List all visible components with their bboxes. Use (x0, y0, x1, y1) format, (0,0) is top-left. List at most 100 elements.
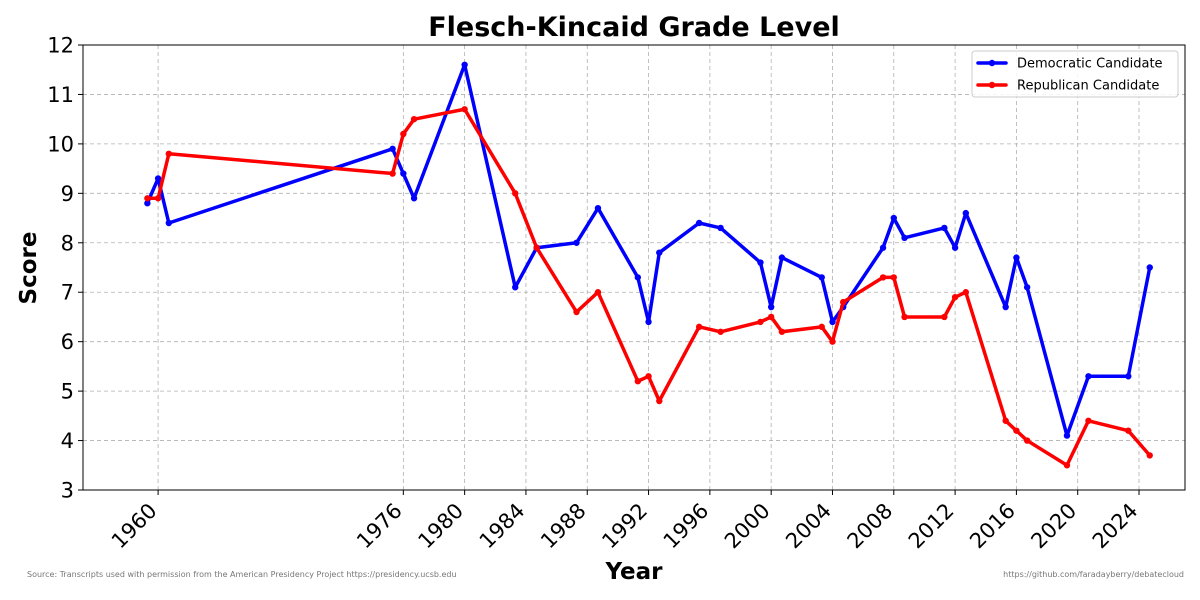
legend-box (971, 50, 1179, 98)
republican-candidate-point (890, 274, 897, 281)
x-tick-label: 1980 (413, 499, 468, 554)
republican-candidate-point (645, 373, 652, 380)
chart-title: Flesch-Kincaid Grade Level (428, 12, 840, 43)
republican-candidate-point (656, 397, 663, 405)
y-tick-label: 4 (61, 429, 74, 453)
x-tick-label: 2024 (1088, 499, 1143, 554)
republican-candidate-point (165, 150, 173, 157)
republican-candidate-point (1146, 452, 1153, 459)
democratic-candidate-point (144, 200, 151, 207)
democratic-candidate-point (695, 219, 703, 227)
republican-candidate-point (1023, 437, 1031, 444)
y-tick-label: 8 (61, 231, 74, 255)
democratic-candidate-point (1125, 373, 1132, 380)
repo-link[interactable]: https://github.com/faradayberry/debatecl… (1003, 570, 1184, 579)
x-tick-label: 2008 (843, 499, 898, 554)
legend-marker-democratic-candidate (988, 59, 996, 67)
democratic-candidate-point (829, 318, 836, 326)
democratic-candidate-point (1085, 373, 1092, 380)
democratic-candidate-point (645, 318, 652, 326)
democratic-candidate-point (1063, 432, 1071, 439)
democratic-candidate-point (634, 274, 642, 281)
republican-candidate-point (512, 190, 519, 197)
y-tick-label: 11 (47, 83, 74, 107)
x-tick-label: 2012 (904, 499, 959, 554)
republican-candidate-point (1013, 427, 1020, 434)
y-tick-label: 9 (61, 182, 74, 206)
republican-candidate-point (154, 195, 162, 202)
legend-marker-republican-candidate (988, 81, 996, 89)
republican-candidate-point (757, 318, 764, 326)
republican-candidate-point (594, 289, 602, 296)
y-tick-label: 7 (61, 281, 74, 305)
x-tick-label: 1992 (597, 499, 652, 554)
democratic-candidate-point (594, 204, 602, 212)
democratic-candidate-point (1146, 264, 1153, 271)
democratic-candidate-point (389, 145, 396, 153)
x-tick-label: 2000 (720, 499, 775, 554)
democratic-candidate-point (757, 259, 764, 266)
democratic-candidate-point (951, 244, 959, 251)
republican-candidate-point (1002, 417, 1009, 424)
democratic-candidate-point (962, 209, 970, 217)
republican-candidate-point (410, 115, 418, 123)
y-tick-label: 10 (47, 132, 74, 156)
y-tick-label: 6 (61, 330, 74, 354)
democratic-candidate-point (901, 234, 908, 242)
republican-candidate-point (717, 328, 724, 335)
republican-candidate-point (879, 274, 887, 281)
democratic-candidate-point (879, 244, 887, 251)
y-axis-label: Score (16, 232, 42, 305)
democratic-candidate-point (941, 224, 948, 232)
source-note: Source: Transcripts used with permission… (27, 570, 457, 579)
democratic-candidate-point (656, 249, 663, 256)
republican-candidate-point (1125, 427, 1132, 434)
democratic-candidate-point (573, 239, 580, 246)
democratic-candidate-point (1002, 303, 1009, 311)
democratic-candidate-point (767, 303, 775, 311)
republican-candidate-point (778, 328, 786, 335)
democratic-candidate-point (1013, 254, 1020, 261)
republican-candidate-point (400, 130, 407, 138)
republican-candidate-point (962, 289, 970, 296)
republican-candidate-point (533, 244, 540, 251)
democratic-candidate-point (165, 219, 173, 227)
republican-candidate-point (389, 170, 396, 177)
republican-candidate-point (901, 313, 908, 321)
democratic-candidate-point (890, 214, 897, 222)
y-tick-label: 12 (47, 34, 74, 58)
x-tick-label: 2004 (781, 499, 836, 554)
republican-candidate-point (767, 313, 775, 321)
legend-label-democratic-candidate: Democratic Candidate (1017, 57, 1163, 72)
republican-candidate-point (461, 106, 468, 113)
x-tick-label: 2020 (1026, 499, 1081, 554)
democratic-candidate-point (512, 284, 519, 291)
legend: Democratic Candidate Republican Candidate (971, 50, 1179, 98)
democratic-candidate-point (400, 170, 407, 177)
republican-candidate-point (829, 338, 836, 345)
y-tick-label: 5 (61, 380, 74, 404)
x-tick-label: 1988 (536, 499, 591, 554)
legend-label-republican-candidate: Republican Candidate (1017, 79, 1159, 94)
republican-candidate-point (1085, 417, 1092, 424)
republican-candidate-point (1063, 462, 1071, 469)
republican-candidate-point (840, 298, 847, 306)
x-tick-label: 2016 (965, 499, 1020, 554)
democratic-candidate-point (717, 224, 724, 232)
democratic-candidate-point (818, 274, 825, 281)
plot-frame (82, 44, 1186, 491)
republican-candidate-point (951, 293, 959, 301)
x-tick-label: 1976 (352, 499, 407, 554)
y-tick-label: 3 (61, 479, 74, 503)
democratic-candidate-point (154, 175, 162, 182)
x-axis-label: Year (604, 559, 663, 585)
x-tick-label: 1960 (107, 499, 162, 554)
democratic-candidate-point (1023, 284, 1031, 291)
republican-candidate-point (941, 313, 948, 321)
series-lines (144, 61, 1153, 469)
x-tick-label: 1984 (475, 499, 530, 554)
republican-candidate-point (695, 323, 703, 331)
democratic-candidate-point (778, 254, 786, 261)
republican-candidate-point (634, 378, 642, 385)
